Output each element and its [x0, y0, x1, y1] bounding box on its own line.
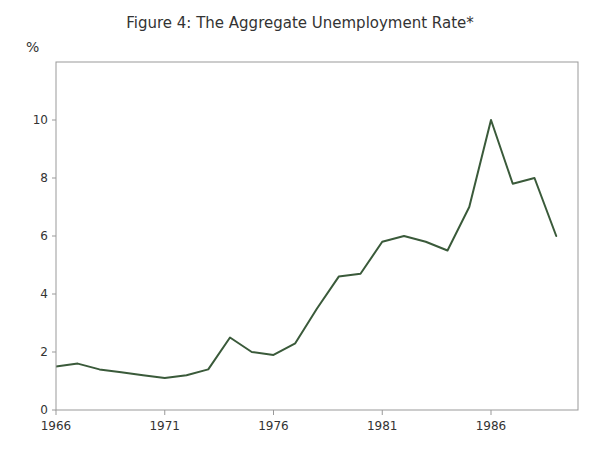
title: Figure 4: The Aggregate Unemployment Rat… [126, 14, 474, 32]
y-tick-label: 8 [40, 171, 48, 185]
x-tick-label: 1976 [258, 419, 289, 433]
y-tick-label: 10 [33, 113, 48, 127]
x-tick-label: 1986 [476, 419, 507, 433]
x-tick-label: 1981 [367, 419, 398, 433]
plot-frame [56, 62, 578, 410]
y-tick [52, 236, 56, 237]
y-tick [52, 120, 56, 121]
chart: Figure 4: The Aggregate Unemployment Rat… [0, 0, 600, 454]
y-tick-label: 0 [40, 403, 48, 417]
x-tick [164, 410, 165, 415]
y-tick [52, 178, 56, 179]
plot-area [56, 120, 556, 378]
x-tick-label: 1971 [149, 419, 180, 433]
y-tick [52, 410, 56, 411]
y-tick [52, 352, 56, 353]
y-tick-label: 2 [40, 345, 48, 359]
x-tick [491, 410, 492, 415]
y-axis-label: % [26, 39, 39, 55]
x-tick [382, 410, 383, 415]
x-tick [273, 410, 274, 415]
x-tick-label: 1966 [41, 419, 72, 433]
chart-container: Figure 4: The Aggregate Unemployment Rat… [0, 0, 600, 454]
y-tick-label: 6 [40, 229, 48, 243]
x-tick [56, 410, 57, 415]
y-tick [52, 294, 56, 295]
y-tick-label: 4 [40, 287, 48, 301]
line [56, 120, 556, 378]
